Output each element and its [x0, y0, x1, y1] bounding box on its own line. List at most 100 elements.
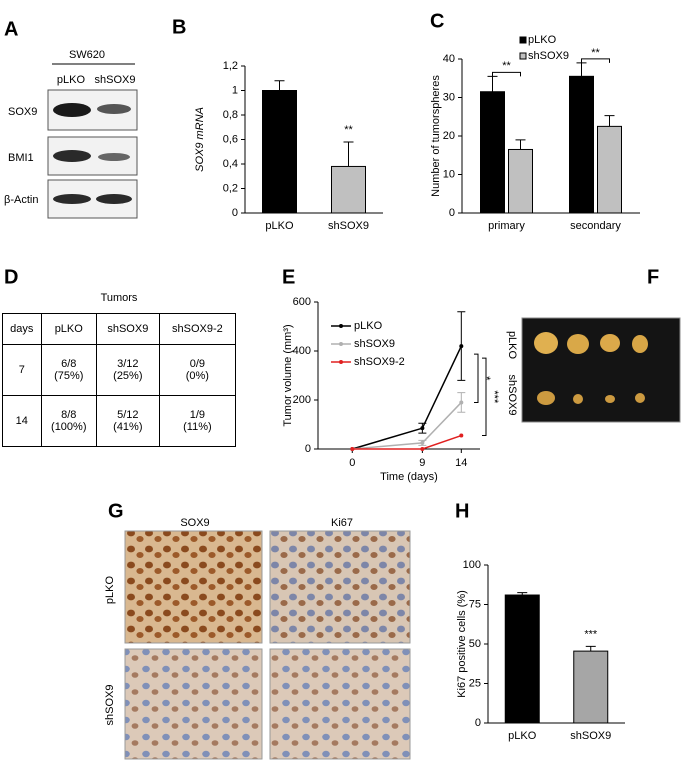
table-header: shSOX9-2 [158, 313, 237, 345]
y-tick-label: 0 [232, 207, 238, 219]
ihc-row-label: pLKO [104, 575, 116, 604]
table-cell: 6/8 (75%) [40, 344, 97, 396]
x-tick-label: pLKO [265, 220, 294, 232]
significance: ** [344, 124, 353, 136]
significance: *** [488, 390, 500, 404]
y-tick-label: 30 [443, 91, 455, 103]
table-cell: 14 [2, 395, 42, 447]
panel-letter: A [4, 18, 18, 40]
ihc-row-label: shSOX9 [104, 685, 116, 726]
y-tick-label: 200 [293, 394, 311, 406]
y-axis-label: Ki67 positive cells (%) [456, 590, 468, 698]
bar [508, 148, 533, 214]
blot-row-label: BMI1 [8, 152, 34, 164]
legend-swatch [519, 36, 527, 44]
tumor [605, 395, 615, 403]
table-cell: 1/9 (11%) [158, 395, 237, 447]
panel-letter: G [108, 500, 124, 522]
marker [459, 344, 464, 349]
significance-bracket [474, 353, 479, 403]
ihc-column-label: Ki67 [331, 517, 353, 529]
marker [420, 440, 425, 445]
ihc-image [124, 530, 263, 644]
x-tick-label: 0 [349, 457, 355, 469]
x-tick-label: pLKO [508, 730, 537, 742]
tumor [573, 394, 583, 404]
y-tick-label: 25 [469, 677, 481, 689]
y-tick-label: 400 [293, 345, 311, 357]
ihc-image [269, 530, 411, 644]
error-bar [585, 645, 596, 652]
marker [459, 433, 464, 438]
lane-label: shSOX9 [95, 74, 136, 86]
error-bar [576, 62, 587, 77]
x-tick-label: shSOX9 [328, 220, 369, 232]
tumor-table: days pLKO shSOX9 shSOX9-2 7 6/8 (75%) 3/… [2, 313, 237, 447]
lane-label: pLKO [57, 74, 86, 86]
y-axis-label: Number of tumorspheres [430, 75, 442, 197]
x-tick-label: 9 [419, 457, 425, 469]
y-tick-label: 20 [443, 130, 455, 142]
blot-band [96, 194, 132, 204]
blot-band [53, 150, 91, 162]
y-tick-label: 40 [443, 53, 455, 65]
blot-band [53, 103, 91, 117]
error-bar [274, 80, 285, 91]
y-tick-label: 0,8 [223, 109, 238, 121]
tumor-row-label: shSOX9 [506, 375, 518, 416]
cell-line-label: SW620 [69, 49, 105, 61]
x-tick-label: shSOX9 [570, 730, 611, 742]
x-axis-label: Time (days) [380, 471, 438, 483]
marker [420, 447, 425, 451]
table-cell: 5/12 (41%) [95, 395, 160, 447]
significance-bracket [581, 58, 610, 63]
y-axis-label: Tumor volume (mm³) [282, 324, 294, 426]
bar [573, 650, 609, 724]
error-bar [604, 115, 615, 127]
bar [480, 91, 505, 214]
significance-bracket [492, 71, 521, 77]
table-cell: 0/9 (0%) [158, 344, 237, 396]
table-header: days [2, 313, 42, 345]
legend-label: pLKO [354, 320, 383, 332]
panel-letter: C [430, 10, 444, 32]
legend-label: shSOX9 [528, 50, 569, 62]
table-header: shSOX9 [95, 313, 160, 345]
y-tick-label: 0,4 [223, 158, 238, 170]
y-tick-label: 1,2 [223, 60, 238, 72]
tumor [534, 332, 558, 354]
significance: ** [591, 47, 600, 59]
y-tick-label: 100 [463, 559, 481, 571]
bar [569, 75, 594, 214]
blot-band [98, 153, 130, 161]
table-caption: Tumors [100, 292, 138, 304]
tumor [567, 334, 589, 354]
x-tick-label: 14 [455, 457, 467, 469]
line [352, 401, 462, 450]
tumor [537, 391, 555, 405]
panel-letter: H [455, 500, 469, 522]
legend-label: shSOX9 [354, 338, 395, 350]
marker [420, 426, 425, 431]
y-tick-label: 0 [475, 717, 481, 729]
y-tick-label: 0,2 [223, 182, 238, 194]
tumor-row-label: pLKO [506, 331, 518, 360]
table-header: pLKO [40, 313, 97, 345]
legend-marker [339, 360, 343, 364]
blot-row-label: β-Actin [4, 194, 38, 206]
tumor [600, 334, 620, 352]
panel-letter: D [4, 266, 18, 288]
y-tick-label: 50 [469, 638, 481, 650]
table-cell: 3/12 (25%) [95, 344, 160, 396]
x-tick-label: primary [488, 220, 525, 232]
table-cell: 7 [2, 344, 42, 396]
error-bar [487, 75, 498, 92]
legend-marker [339, 324, 343, 328]
y-tick-label: 600 [293, 296, 311, 308]
panel-letter: B [172, 16, 186, 38]
legend-marker [339, 342, 343, 346]
y-tick-label: 75 [469, 598, 481, 610]
y-tick-label: 0 [305, 443, 311, 455]
tumor [635, 393, 645, 403]
